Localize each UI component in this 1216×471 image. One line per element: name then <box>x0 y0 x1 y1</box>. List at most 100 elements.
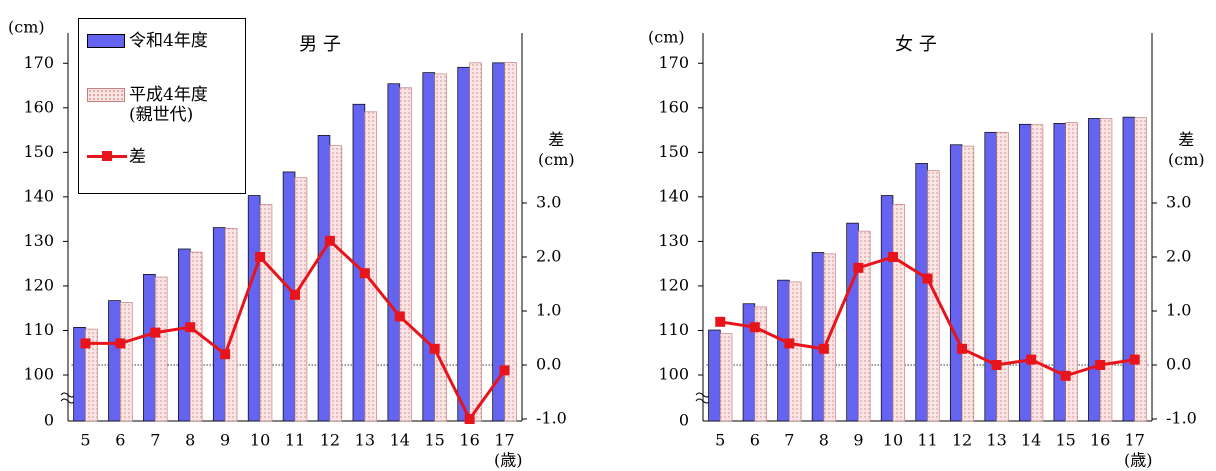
x-tick-label: 15 <box>1055 431 1075 450</box>
diff-marker <box>784 338 795 349</box>
diff-marker <box>818 343 829 354</box>
diff-marker <box>991 360 1002 370</box>
bar <box>178 248 191 422</box>
bar <box>1099 118 1113 422</box>
x-tick-label: 17 <box>1125 431 1145 450</box>
y2-tick-label: 2.0 <box>1166 247 1191 266</box>
bar <box>1065 122 1078 422</box>
bar <box>892 204 906 422</box>
bar <box>984 131 997 422</box>
legend-swatch <box>102 151 112 161</box>
bar <box>996 131 1009 422</box>
y2-tick-label: 3.0 <box>536 193 561 212</box>
x-axis-label: (歳) <box>494 451 523 470</box>
diff-marker <box>429 343 440 354</box>
bar <box>154 276 168 422</box>
x-tick-label: 7 <box>150 431 160 450</box>
y-tick-label: 140 <box>658 186 689 205</box>
bar <box>788 281 802 422</box>
bar <box>1030 124 1044 422</box>
x-tick-label: 14 <box>1021 431 1041 450</box>
diff-marker <box>115 338 126 349</box>
legend-swatch <box>87 34 125 48</box>
bar <box>329 145 343 422</box>
y2-axis-label: 差 (cm) <box>1168 130 1205 169</box>
diff-marker <box>1060 370 1071 381</box>
y-tick-label: 150 <box>23 142 54 161</box>
y-tick-label: 130 <box>658 231 689 250</box>
x-tick-label: 10 <box>250 431 270 450</box>
bar <box>880 195 894 422</box>
diff-marker <box>185 322 196 333</box>
x-tick-label: 14 <box>390 431 410 450</box>
bar <box>504 62 517 422</box>
y-tick-label: 0 <box>44 411 54 430</box>
diff-marker <box>464 414 475 424</box>
y-tick-label: 0 <box>679 411 689 430</box>
legend-label: 差 <box>129 147 146 167</box>
bar <box>754 306 767 422</box>
y2-tick-label: 1.0 <box>1166 301 1191 320</box>
diff-marker <box>957 343 968 354</box>
bar <box>364 111 378 422</box>
diff-marker <box>80 338 91 349</box>
diff-marker <box>290 289 300 300</box>
axis-break <box>695 392 711 404</box>
x-tick-label: 8 <box>819 431 829 450</box>
bar <box>143 274 156 422</box>
y-tick-label: 100 <box>658 365 689 384</box>
bar <box>858 230 871 422</box>
bar <box>1134 117 1147 422</box>
diff-marker <box>394 311 405 322</box>
y-tick-label: 120 <box>658 275 689 294</box>
diff-marker <box>220 349 231 360</box>
y-axis-label: (cm) <box>648 28 685 47</box>
bar <box>949 144 963 422</box>
y2-tick-label: 0.0 <box>536 355 561 374</box>
y-tick-label: 170 <box>658 53 689 72</box>
bar <box>1019 123 1032 422</box>
x-tick-label: 11 <box>917 431 937 450</box>
y-tick-label: 130 <box>23 231 54 250</box>
bar <box>961 145 975 422</box>
bar <box>422 72 436 422</box>
diff-marker <box>749 322 760 333</box>
diff-marker <box>499 365 510 376</box>
y2-tick-label: 2.0 <box>536 247 561 266</box>
bar <box>1088 118 1101 422</box>
bar <box>259 204 273 422</box>
bar <box>434 73 447 422</box>
bar <box>469 62 482 422</box>
chart-title: 男 子 <box>299 34 341 55</box>
x-tick-label: 6 <box>115 431 125 450</box>
bar <box>120 302 133 422</box>
x-tick-label: 6 <box>750 431 760 450</box>
diff-marker <box>324 235 335 246</box>
bar <box>927 170 940 422</box>
bar <box>457 66 470 422</box>
legend: 令和4年度 平成4年度 (親世代) 差 <box>78 18 246 194</box>
x-tick-label: 11 <box>285 431 305 450</box>
y-tick-label: 150 <box>658 142 689 161</box>
y-tick-label: 120 <box>23 275 54 294</box>
bar <box>85 328 98 422</box>
x-tick-label: 8 <box>185 431 195 450</box>
y-tick-label: 160 <box>658 97 689 116</box>
diff-marker <box>1026 354 1037 365</box>
y-tick-label: 170 <box>23 53 54 72</box>
x-tick-label: 15 <box>425 431 445 450</box>
diff-marker <box>853 262 864 273</box>
bar <box>742 303 756 422</box>
x-tick-label: 13 <box>986 431 1006 450</box>
bar <box>708 329 721 422</box>
bar <box>846 222 859 422</box>
diff-marker <box>887 252 898 262</box>
bar <box>777 279 790 422</box>
x-tick-label: 16 <box>459 431 479 450</box>
x-tick-label: 16 <box>1090 431 1110 450</box>
bar <box>1122 116 1136 422</box>
bar <box>108 300 121 422</box>
y-tick-label: 160 <box>23 97 54 116</box>
bar <box>399 87 412 422</box>
